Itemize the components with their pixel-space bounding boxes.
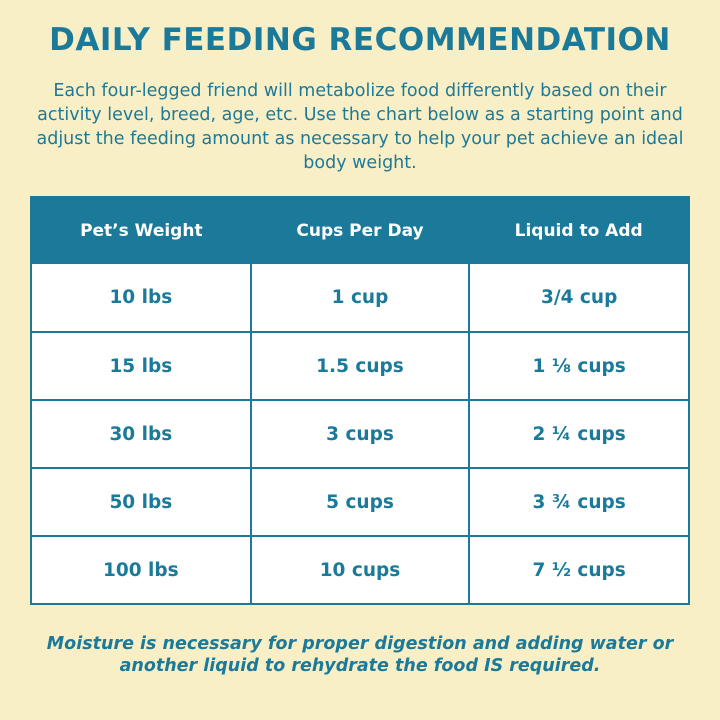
table-row: 100 lbs 10 cups 7 ½ cups [32,535,688,604]
table-row: 50 lbs 5 cups 3 ¾ cups [32,467,688,537]
column-header-cups-per-day: Cups Per Day [296,221,424,241]
cell-cups-per-day: 5 cups [249,467,471,537]
column-header-liquid-to-add: Liquid to Add [514,221,643,241]
table-header-row: Pet’s Weight Cups Per Day Liquid to Add [32,198,688,264]
cell-cups-per-day: 1 cup [249,264,471,333]
cell-liquid-to-add: 7 ½ cups [468,535,688,604]
cell-cups-per-day: 1.5 cups [249,331,471,401]
cell-liquid-to-add: 3 ¾ cups [468,467,688,537]
page-title: DAILY FEEDING RECOMMENDATION [49,22,671,58]
cell-liquid-to-add: 3/4 cup [468,264,688,333]
cell-pet-weight: 30 lbs [32,399,252,469]
table-row: 10 lbs 1 cup 3/4 cup [32,264,688,333]
cell-pet-weight: 10 lbs [32,264,252,333]
cell-cups-per-day: 10 cups [249,535,471,604]
table-row: 30 lbs 3 cups 2 ¼ cups [32,399,688,469]
feeding-table-container: Pet’s Weight Cups Per Day Liquid to Add … [30,196,690,605]
intro-paragraph: Each four-legged friend will metabolize … [36,81,684,173]
cell-pet-weight: 100 lbs [32,535,252,604]
moisture-note: Moisture is necessary for proper digesti… [46,634,674,676]
column-header-pet-weight: Pet’s Weight [80,221,203,241]
cell-liquid-to-add: 2 ¼ cups [468,399,688,469]
feeding-table: Pet’s Weight Cups Per Day Liquid to Add … [32,198,688,604]
cell-liquid-to-add: 1 ⅛ cups [468,331,688,401]
cell-pet-weight: 50 lbs [32,467,252,537]
table-row: 15 lbs 1.5 cups 1 ⅛ cups [32,331,688,401]
cell-pet-weight: 15 lbs [32,331,252,401]
cell-cups-per-day: 3 cups [249,399,471,469]
